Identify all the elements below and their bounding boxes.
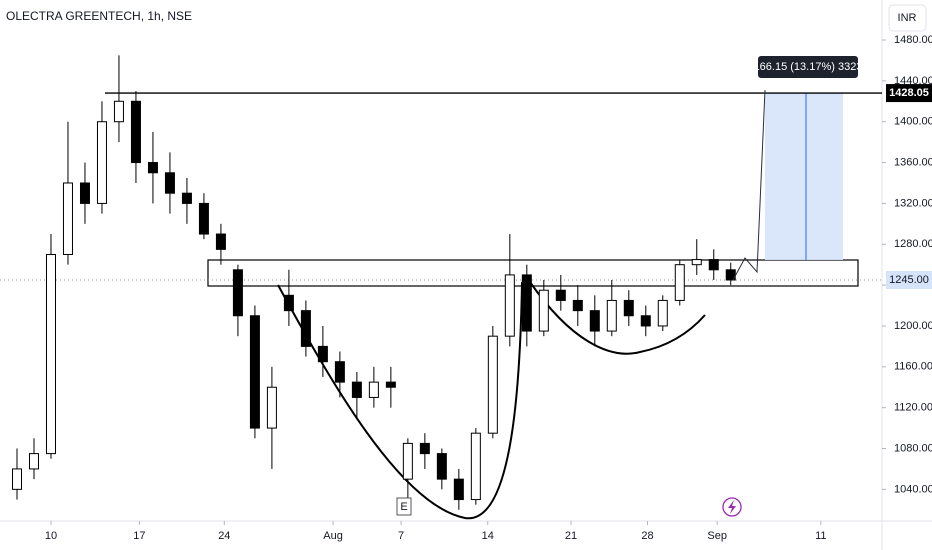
y-tick-label: 1360.00: [894, 156, 932, 168]
candle-body: [436, 453, 447, 480]
y-tick-label: 1480.00: [894, 34, 932, 46]
measure-label-box: [758, 56, 858, 78]
candle-body: [351, 381, 362, 398]
projection-line: [732, 89, 766, 281]
candle-body: [555, 289, 566, 301]
target-price-label: 1428.05: [889, 87, 929, 99]
candle-body: [640, 315, 651, 327]
x-tick-label: 7: [398, 530, 404, 542]
x-tick-label: 11: [815, 530, 826, 542]
x-tick-label: 14: [482, 530, 494, 542]
candle-body: [691, 259, 702, 266]
last-price-label: 1245.00: [889, 274, 929, 286]
candle-body: [62, 182, 73, 255]
event-label[interactable]: E: [400, 501, 407, 513]
candle-body: [419, 442, 430, 455]
x-tick-label: 21: [565, 530, 577, 542]
y-tick-label: 1120.00: [894, 402, 932, 414]
candle-body: [453, 478, 464, 501]
measure-label: 166.15 (13.17%) 3323: [754, 61, 863, 73]
y-tick-label: 1040.00: [894, 483, 932, 495]
lightning-icon: [728, 500, 736, 514]
y-tick-label: 1400.00: [894, 116, 932, 128]
candle-body: [708, 259, 719, 271]
candle-body: [249, 315, 260, 429]
last-price-tag: [886, 271, 932, 290]
candle-body: [283, 294, 294, 312]
candle-body: [198, 202, 209, 235]
candle-body: [266, 386, 277, 429]
candle-body: [164, 172, 175, 194]
y-tick-label: 1160.00: [894, 361, 932, 373]
target-box: [765, 93, 843, 260]
candle-body: [334, 361, 345, 383]
y-tick-label: 1280.00: [894, 238, 932, 250]
candle-body: [657, 299, 668, 327]
candle-body: [215, 233, 226, 250]
x-tick-label: 17: [133, 530, 145, 542]
candle-body: [130, 100, 141, 164]
candle-body: [147, 162, 158, 174]
candle-body: [589, 310, 600, 332]
candle-body: [96, 121, 107, 204]
x-tick-label: Aug: [323, 530, 343, 542]
candle-body: [674, 264, 685, 301]
candle-body: [232, 269, 243, 317]
candle-body: [606, 299, 617, 332]
candle-body: [385, 381, 396, 388]
candle-body: [317, 345, 328, 363]
x-tick-label: 10: [45, 530, 57, 542]
chart-title: OLECTRA GREENTECH, 1h, NSE: [6, 9, 192, 23]
candle-body: [538, 289, 549, 332]
y-tick-label: 1200.00: [894, 320, 932, 332]
candle-body: [504, 274, 515, 337]
event-box[interactable]: [396, 497, 412, 516]
candle-body: [402, 442, 413, 480]
candle-body: [623, 299, 634, 317]
cup-curve: [277, 281, 523, 520]
candle-body: [470, 432, 481, 501]
candle-body: [79, 182, 90, 204]
candle-body: [521, 274, 532, 332]
y-tick-label: 1440.00: [894, 75, 932, 87]
target-price-tag: [886, 84, 932, 103]
candle-body: [300, 310, 311, 347]
candle-body: [368, 381, 379, 398]
candle-body: [487, 335, 498, 434]
x-tick-label: Sep: [707, 530, 727, 542]
candle-body: [11, 468, 22, 490]
candle-body: [181, 192, 192, 204]
currency-button[interactable]: [888, 4, 927, 32]
handle-curve: [529, 281, 706, 355]
x-tick-label: 24: [218, 530, 230, 542]
candle-body: [28, 453, 39, 470]
currency-label[interactable]: INR: [898, 12, 917, 24]
candle-body: [113, 100, 124, 123]
y-tick-label: 1320.00: [894, 197, 932, 209]
candle-body: [572, 299, 583, 312]
y-tick-label: 1080.00: [894, 442, 932, 454]
x-tick-label: 28: [641, 530, 653, 542]
candle-body: [45, 253, 56, 455]
